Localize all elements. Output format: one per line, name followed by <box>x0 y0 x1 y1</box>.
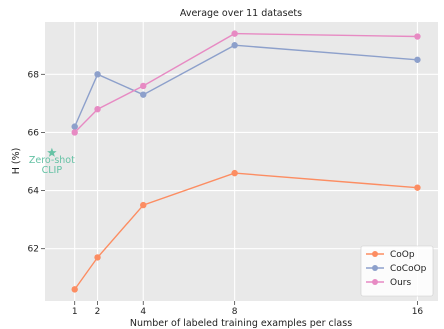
legend-marker <box>372 279 378 285</box>
data-point-ours <box>231 30 238 37</box>
legend-marker <box>372 251 378 257</box>
data-point-cocoop <box>140 91 147 98</box>
annotation-label: Zero-shot <box>29 155 75 166</box>
legend-label: Ours <box>390 278 411 288</box>
data-point-cocoop <box>231 42 238 49</box>
data-point-ours <box>71 129 78 136</box>
data-point-cocoop <box>71 123 78 130</box>
data-point-coop <box>94 254 101 261</box>
series-layer <box>71 30 421 293</box>
y-tick-label: 68 <box>28 70 40 80</box>
x-tick-label: 8 <box>232 307 238 317</box>
chart-title: Average over 11 datasets <box>180 8 302 19</box>
legend-label: CoOp <box>390 250 415 260</box>
ticks: 1 2 4 8 16 62 64 66 68 <box>28 70 424 317</box>
legend-marker <box>372 265 378 271</box>
y-axis-label: H (%) <box>11 148 22 175</box>
legend-box <box>360 245 434 297</box>
x-tick-label: 1 <box>72 307 78 317</box>
data-point-cocoop <box>414 56 421 63</box>
data-point-ours <box>140 82 147 90</box>
x-axis-label: Number of labeled training examples per … <box>130 318 352 329</box>
legend-label: CoCoOp <box>390 264 427 274</box>
annotation-label: CLIP <box>42 165 63 176</box>
data-point-coop <box>71 286 78 293</box>
y-tick-label: 64 <box>28 187 40 197</box>
data-point-coop <box>140 201 147 209</box>
data-point-cocoop <box>94 71 101 78</box>
x-tick-label: 16 <box>412 307 424 317</box>
legend: CoOp CoCoOp Ours <box>360 245 434 297</box>
y-tick-label: 66 <box>28 128 40 138</box>
data-point-ours <box>94 105 101 113</box>
data-point-ours <box>414 33 421 40</box>
zero-shot-star-marker <box>47 147 57 157</box>
y-tick-label: 62 <box>28 245 39 255</box>
x-tick-label: 2 <box>95 307 101 317</box>
data-point-coop <box>414 184 421 191</box>
data-point-coop <box>231 169 238 177</box>
x-tick-label: 4 <box>140 307 146 317</box>
